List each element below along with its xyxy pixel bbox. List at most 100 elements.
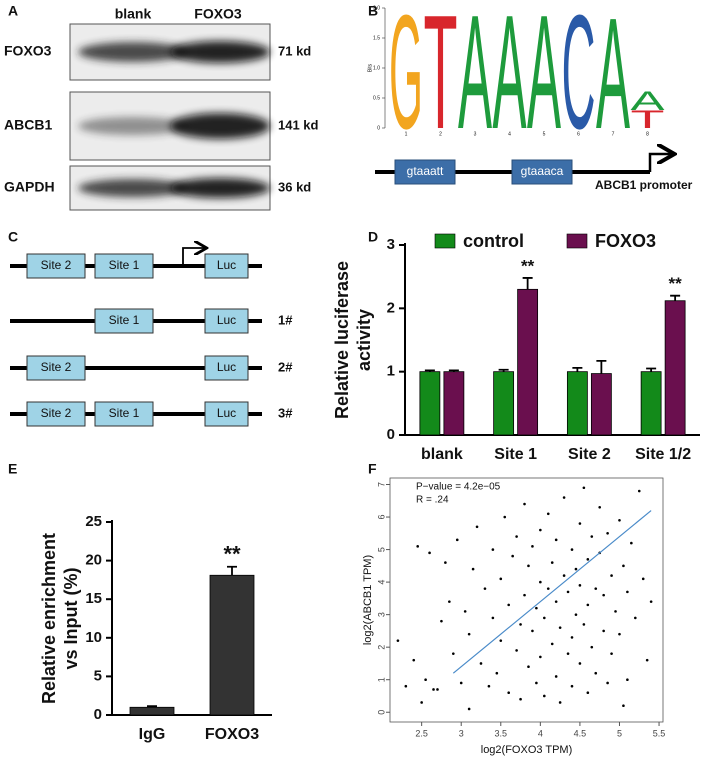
blot-column-label: FOXO3 — [194, 6, 242, 22]
x-tick-label: 3 — [459, 728, 464, 738]
point — [507, 603, 510, 607]
panel-letter: B — [368, 3, 378, 19]
point — [448, 600, 451, 603]
point — [606, 681, 609, 685]
construct-number: 2# — [278, 359, 293, 374]
point — [637, 489, 641, 493]
legend-label: FOXO3 — [595, 231, 656, 251]
point — [515, 649, 518, 652]
x-tick-label: IgG — [139, 726, 166, 743]
point — [475, 525, 479, 529]
point — [535, 606, 538, 610]
panel-letter: A — [8, 3, 18, 19]
blot-size: 71 kd — [278, 43, 311, 58]
point — [570, 636, 574, 639]
y-tick-label: 2 — [387, 299, 395, 316]
construct-label: Luc — [217, 313, 236, 327]
point — [554, 675, 558, 678]
point — [610, 574, 613, 577]
site-label: gtaaatt — [407, 164, 444, 178]
y-axis-label: Relative enrichment — [39, 533, 59, 704]
point — [531, 629, 534, 633]
logo-letter-group: C — [562, 0, 596, 163]
point — [618, 518, 621, 522]
point — [578, 662, 582, 665]
y-tick-label: 0 — [376, 710, 386, 715]
fit-line — [452, 510, 652, 674]
significance: ** — [223, 542, 241, 567]
point — [519, 697, 522, 701]
logo-position-label: 6 — [577, 131, 580, 137]
point — [487, 684, 491, 688]
construct-label: Luc — [217, 406, 236, 420]
y-tick-label: 10 — [85, 629, 102, 646]
logo-position-label: 3 — [474, 131, 477, 137]
point — [645, 658, 649, 662]
point — [558, 701, 562, 704]
point — [570, 684, 574, 688]
y-axis-label: Relative luciferase — [332, 261, 352, 419]
bar — [590, 373, 612, 436]
point — [558, 626, 562, 629]
logo-tick-label: 0 — [377, 125, 380, 131]
panel-letter: C — [8, 229, 18, 245]
logo-letter: G — [389, 0, 423, 163]
y-tick-label: 3 — [387, 236, 395, 253]
point — [574, 567, 578, 571]
point — [543, 616, 546, 620]
logo-letter: T — [424, 0, 458, 163]
point — [452, 652, 455, 655]
logo-position-label: 4 — [508, 131, 511, 137]
blot-band — [78, 116, 188, 136]
blot-size: 141 kd — [278, 117, 319, 132]
point — [606, 532, 609, 535]
point — [523, 502, 526, 506]
promoter-label: ABCB1 promoter — [595, 178, 693, 192]
construct-box — [94, 401, 154, 427]
point — [396, 639, 400, 642]
point — [495, 671, 499, 675]
construct-label: Site 2 — [41, 258, 72, 272]
significance: ** — [521, 256, 535, 275]
error-bar — [147, 705, 157, 708]
logo-letter-group: T — [631, 106, 665, 134]
panel-letter: F — [368, 461, 377, 477]
point — [503, 515, 507, 519]
construct-box — [94, 253, 154, 279]
point — [531, 545, 534, 548]
x-tick-label: Site 1 — [494, 446, 537, 463]
y-tick-label: 20 — [85, 552, 102, 569]
point — [539, 528, 542, 532]
y-tick-label: 3 — [376, 612, 386, 617]
bar — [640, 371, 662, 436]
point — [554, 600, 558, 603]
logo-letter: A — [596, 0, 630, 163]
logo-letter-group: A — [631, 86, 665, 116]
point — [527, 665, 530, 668]
construct-box — [204, 253, 249, 279]
point — [523, 593, 526, 597]
logo-letter-group: A — [527, 0, 561, 163]
logo-letter-group: G — [389, 0, 423, 163]
point — [479, 662, 483, 665]
y-tick-label: 7 — [376, 482, 386, 487]
logo-ylabel: Bits — [367, 63, 373, 72]
point — [622, 704, 625, 708]
point — [412, 658, 416, 662]
point — [416, 545, 419, 548]
logo-tick-label: 0.5 — [373, 95, 380, 101]
logo-tick-label: 2.0 — [373, 5, 380, 11]
logo-tick-label: 1.5 — [373, 35, 380, 41]
bar — [493, 371, 515, 436]
construct-label: Site 1 — [109, 258, 140, 272]
legend-swatch — [566, 233, 588, 249]
x-tick-label: 3.5 — [495, 728, 508, 738]
point — [404, 684, 408, 688]
error-bar — [448, 369, 459, 372]
construct-label: Luc — [217, 258, 236, 272]
point — [566, 652, 570, 655]
point — [578, 522, 582, 525]
y-tick-label: 0 — [94, 706, 102, 723]
logo-position-label: 5 — [543, 131, 546, 137]
